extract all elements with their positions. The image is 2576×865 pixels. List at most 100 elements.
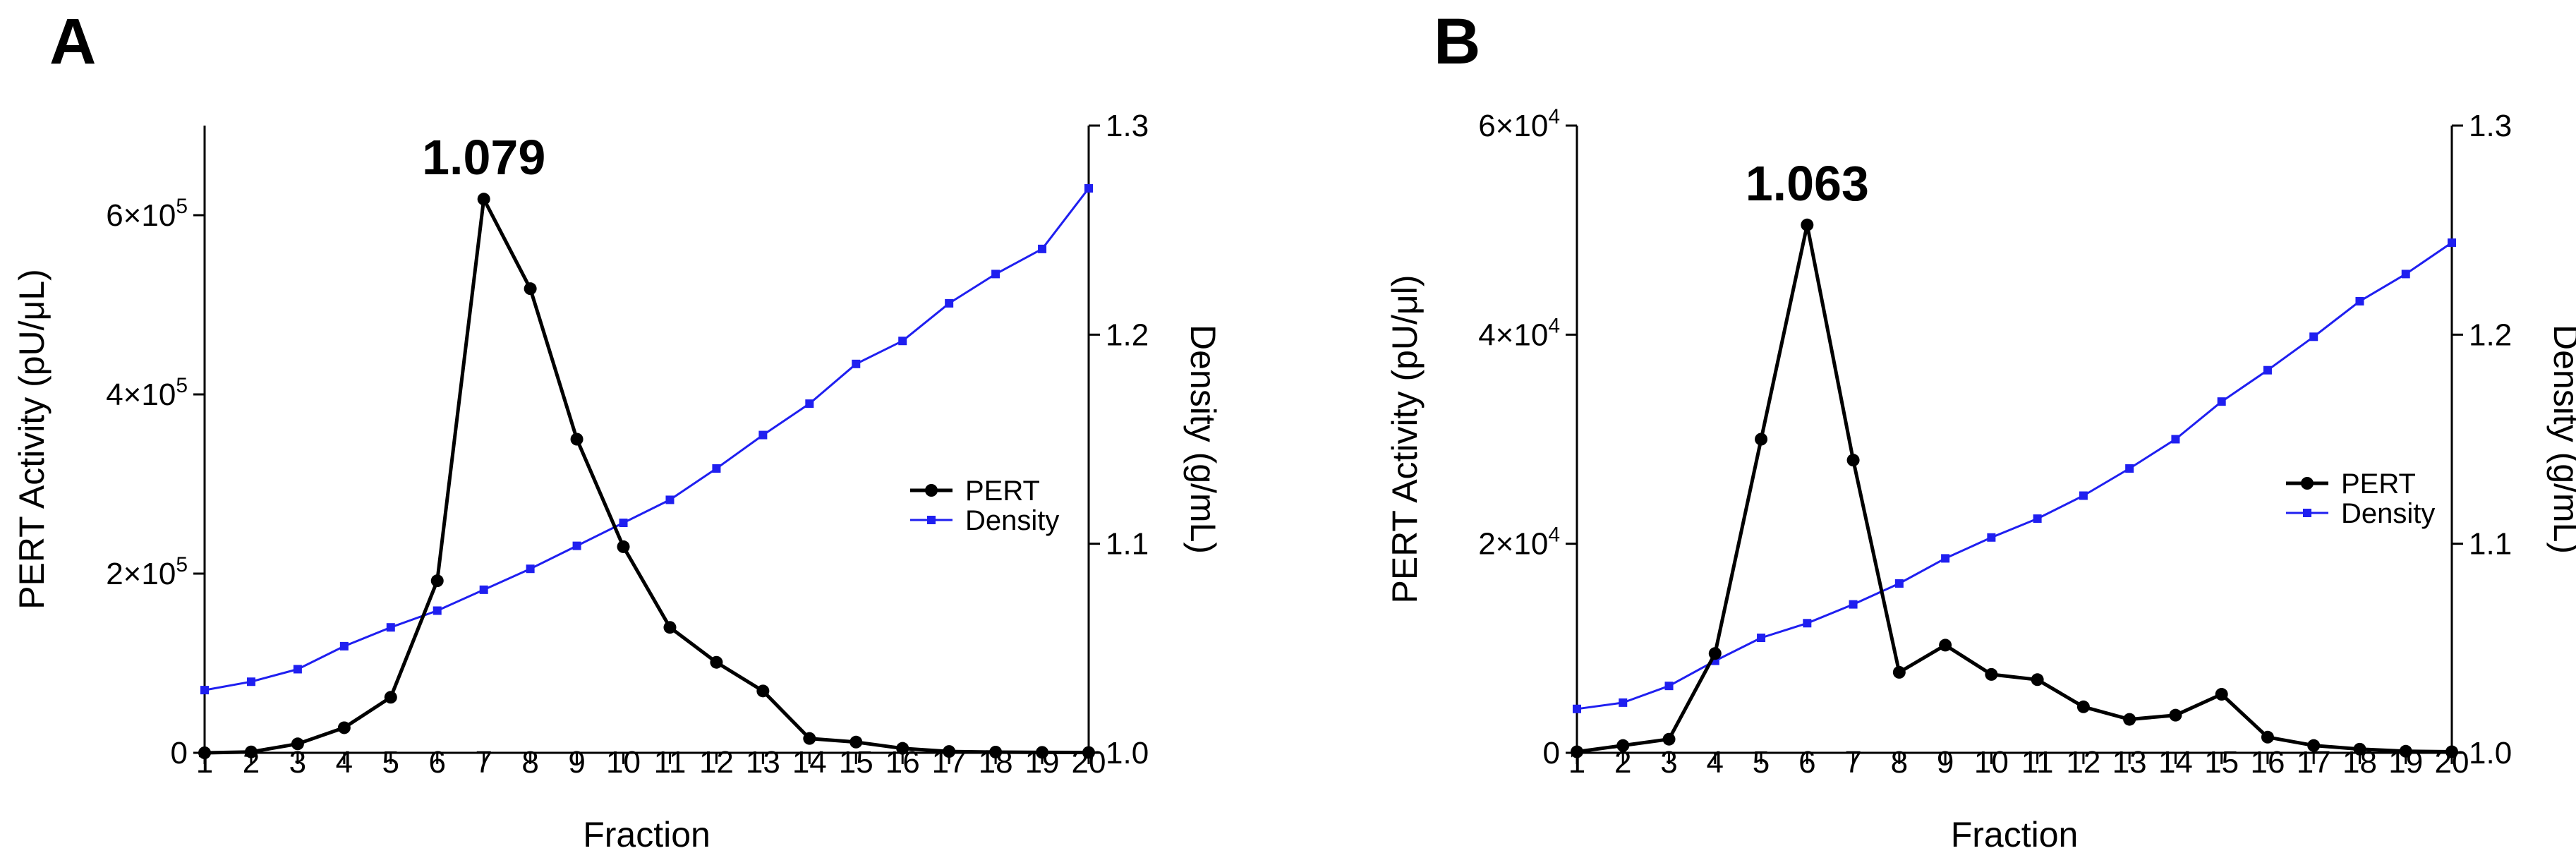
x-tick-label: 10 xyxy=(1974,745,2009,780)
data-point-density xyxy=(246,677,255,686)
tick-mantissa: 6×10 xyxy=(106,198,176,233)
y-left-tick-label: 0 xyxy=(171,736,188,770)
y-right-tick-label: 1.0 xyxy=(1106,736,1149,770)
data-point-pert xyxy=(1662,732,1676,746)
y-left-tick-label: 4×105 xyxy=(106,374,188,412)
x-tick-label: 15 xyxy=(2204,745,2239,780)
data-point-pert xyxy=(1892,665,1906,679)
data-point-pert xyxy=(1846,454,1860,467)
panel-letter: A xyxy=(49,6,96,78)
x-tick-label: 14 xyxy=(792,745,827,780)
data-point-pert xyxy=(477,193,490,206)
data-point-density xyxy=(526,564,535,574)
data-point-density xyxy=(2309,332,2318,341)
y-right-tick-label: 1.1 xyxy=(1106,527,1149,562)
legend-label: Density xyxy=(2341,498,2435,529)
x-tick-label: 9 xyxy=(1937,745,1954,780)
y-right-tick-label: 1.0 xyxy=(2469,736,2512,770)
data-point-density xyxy=(758,430,768,440)
x-tick-label: 3 xyxy=(1660,745,1677,780)
x-tick-label: 4 xyxy=(1707,745,1724,780)
tick-mantissa: 0 xyxy=(171,736,188,770)
data-point-density xyxy=(1664,682,1674,691)
legend-swatch-marker xyxy=(927,516,936,524)
data-point-density xyxy=(2171,435,2180,444)
data-point-pert xyxy=(1082,746,1095,759)
data-point-pert xyxy=(849,735,863,749)
y-left-tick-label: 6×104 xyxy=(1478,105,1560,143)
series-line-density xyxy=(204,187,1090,691)
legend-label: Density xyxy=(965,505,1059,536)
data-point-density xyxy=(1038,244,1047,253)
x-axis-label: Fraction xyxy=(1951,815,2079,854)
data-point-pert xyxy=(570,432,583,446)
data-point-density xyxy=(2401,270,2410,279)
x-tick-label: 5 xyxy=(382,745,399,780)
y-left-tick-label: 6×105 xyxy=(106,195,188,233)
y-left-tick-label: 2×104 xyxy=(1478,524,1560,562)
x-tick-label: 9 xyxy=(568,745,585,780)
data-point-density xyxy=(339,641,349,651)
x-tick-label: 12 xyxy=(2066,745,2100,780)
data-point-density xyxy=(293,665,302,674)
data-point-density xyxy=(386,623,395,632)
x-tick-label: 13 xyxy=(2112,745,2147,780)
data-point-density xyxy=(805,399,814,409)
data-point-pert xyxy=(1939,639,1952,652)
series-line-density xyxy=(1576,241,2453,710)
data-point-pert xyxy=(2031,673,2044,686)
tick-exponent: 5 xyxy=(176,553,188,576)
x-tick-label: 11 xyxy=(654,745,687,780)
tick-mantissa: 2×10 xyxy=(1478,527,1548,562)
panel-letter: B xyxy=(1434,6,1480,78)
data-point-density xyxy=(945,298,954,308)
data-point-pert xyxy=(524,282,537,296)
data-point-pert xyxy=(2215,688,2228,701)
data-point-pert xyxy=(943,745,956,758)
data-point-density xyxy=(2448,238,2456,247)
data-point-pert xyxy=(1036,746,1049,759)
data-point-density xyxy=(1941,554,1950,563)
x-tick-label: 5 xyxy=(1753,745,1770,780)
data-point-pert xyxy=(1571,745,1583,758)
data-point-pert xyxy=(198,746,211,759)
x-tick-label: 14 xyxy=(2158,745,2193,780)
tick-exponent: 5 xyxy=(176,195,188,218)
data-point-density xyxy=(898,337,907,346)
data-point-pert xyxy=(1801,218,1814,231)
data-point-density xyxy=(852,359,861,368)
legend-label: PERT xyxy=(965,476,1040,507)
x-tick-label: 16 xyxy=(2250,745,2285,780)
tick-exponent: 4 xyxy=(1548,105,1560,128)
chart-panel-b: B1 2 3 4 5 6 7 8 9 10 11 12 13 14 15 16 17 18 19 2002×1044×… xyxy=(1385,6,2576,854)
x-tick-label: 15 xyxy=(839,745,873,780)
data-point-density xyxy=(1619,698,1628,707)
series-line-pert xyxy=(204,197,1089,755)
data-point-pert xyxy=(989,745,1003,758)
data-point-density xyxy=(1757,634,1766,643)
data-point-pert xyxy=(2399,744,2412,758)
data-point-density xyxy=(619,519,628,528)
data-point-pert xyxy=(337,721,351,734)
tick-mantissa: 6×10 xyxy=(1478,109,1548,143)
data-point-pert xyxy=(384,691,397,704)
y-right-tick-label: 1.3 xyxy=(1106,109,1149,143)
tick-exponent: 4 xyxy=(1548,314,1560,337)
x-tick-label: 4 xyxy=(336,745,353,780)
data-point-density xyxy=(1849,600,1858,609)
x-tick-label: 7 xyxy=(1844,745,1861,780)
data-point-pert xyxy=(617,540,630,553)
tick-mantissa: 2×10 xyxy=(106,557,176,591)
data-point-pert xyxy=(896,742,909,755)
data-point-density xyxy=(712,464,721,473)
data-point-pert xyxy=(2169,708,2182,722)
data-point-pert xyxy=(2353,742,2366,756)
y-axis-left-label: PERT Activity (pU/μL) xyxy=(12,269,52,610)
chart-panel-a: A1 2 3 4 5 6 7 8 9 10 11 12 13 14 15 16 17 18 19 2002×1054×… xyxy=(12,6,1223,854)
y-axis-right-label: Density (g/mL) xyxy=(2546,325,2576,554)
peak-annotation: 1.063 xyxy=(1746,156,1869,211)
data-point-pert xyxy=(1755,432,1768,446)
